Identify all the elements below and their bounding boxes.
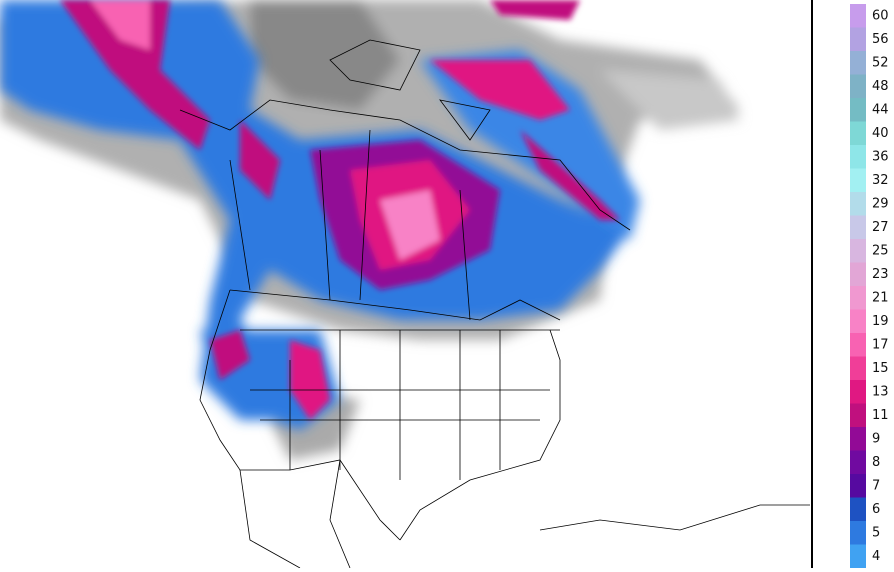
colorbar-swatch [850, 544, 866, 569]
colorbar-swatch [850, 427, 866, 451]
colorbar-swatch [850, 309, 866, 334]
colorbar-label: 17 [872, 337, 889, 352]
colorbar-label: 7 [872, 478, 880, 493]
colorbar-label: 5 [872, 525, 880, 540]
colorbar-swatch [850, 51, 866, 75]
colorbar-label: 32 [872, 173, 889, 188]
colorbar-swatch [850, 98, 866, 122]
colorbar-label: 27 [872, 220, 889, 235]
colorbar-label: 56 [872, 32, 889, 47]
colorbar-label: 9 [872, 431, 880, 446]
colorbar-label: 44 [872, 102, 889, 117]
colorbar-label: 29 [872, 196, 889, 211]
colorbar-label: 11 [872, 408, 889, 423]
heavy-snow [60, 0, 620, 420]
colorbar-swatch [850, 168, 866, 193]
colorbar-swatch [850, 145, 866, 169]
colorbar: 60 56 52 48 44 40 36 32 29 27 25 23 21 19 17 15 13 11 9 8 7 6… [850, 4, 889, 569]
colorbar-swatch [850, 380, 866, 404]
colorbar-label: 60 [872, 8, 889, 23]
colorbar-swatch [850, 333, 866, 357]
colorbar-swatch [850, 450, 866, 475]
colorbar-label: 19 [872, 314, 889, 329]
map-field [0, 0, 740, 460]
colorbar-label: 25 [872, 243, 889, 258]
colorbar-label: 48 [872, 79, 889, 94]
colorbar-label: 52 [872, 55, 889, 70]
colorbar-label: 6 [872, 502, 880, 517]
colorbar-swatch [850, 262, 866, 287]
colorbar-label: 4 [872, 549, 880, 564]
colorbar-swatch [850, 4, 866, 28]
colorbar-swatch [850, 403, 866, 428]
colorbar-swatch [850, 121, 866, 146]
colorbar-label: 40 [872, 126, 889, 141]
colorbar-label: 36 [872, 149, 889, 164]
colorbar-swatch [850, 286, 866, 310]
colorbar-swatch [850, 27, 866, 52]
colorbar-swatch [850, 497, 866, 522]
colorbar-label: 15 [872, 361, 889, 376]
colorbar-label: 13 [872, 384, 889, 399]
colorbar-label: 8 [872, 455, 880, 470]
colorbar-label: 23 [872, 267, 889, 282]
colorbar-swatch [850, 74, 866, 99]
colorbar-swatch [850, 192, 866, 216]
colorbar-label: 21 [872, 290, 889, 305]
colorbar-swatch [850, 521, 866, 545]
colorbar-swatch [850, 474, 866, 498]
boundaries [179, 39, 810, 569]
colorbar-swatch [850, 239, 866, 263]
colorbar-swatch [850, 356, 866, 381]
colorbar-swatch [850, 215, 866, 240]
